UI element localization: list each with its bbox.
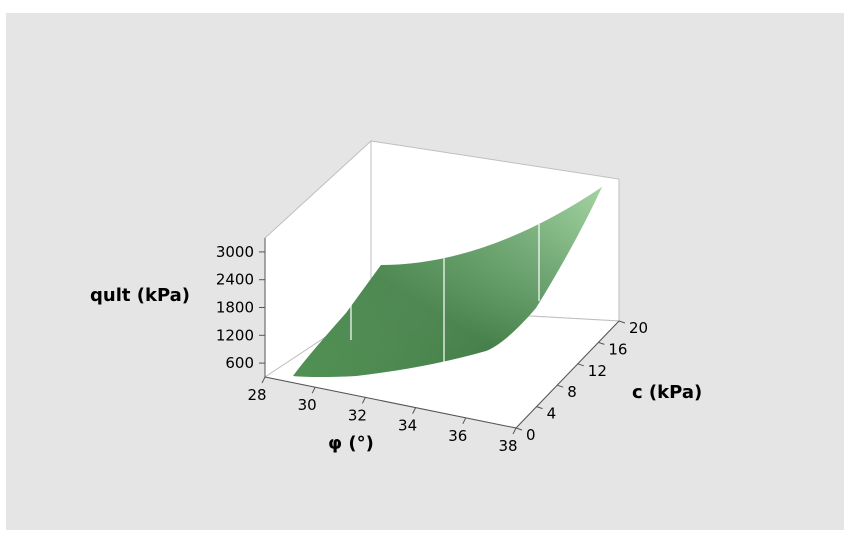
y-tick-label: 0 <box>526 426 536 444</box>
x-tick <box>462 417 467 425</box>
surface-shading <box>293 187 602 377</box>
y-tick <box>536 406 543 410</box>
chart-panel: 600 1200 1800 2400 3000 28 30 32 34 36 38 0 4 8 12 16… <box>6 13 844 530</box>
y-axis-title: c (kPa) <box>632 382 702 403</box>
z-tick-label: 600 <box>225 354 254 372</box>
y-tick <box>515 427 523 431</box>
z-tick-label: 1200 <box>216 326 254 344</box>
y-tick-label: 12 <box>588 362 607 380</box>
z-axis-ticks: 600 1200 1800 2400 3000 <box>216 243 265 372</box>
x-tick <box>361 397 366 404</box>
y-tick <box>577 363 584 367</box>
x-tick-label: 38 <box>498 437 517 455</box>
surface-plot: 600 1200 1800 2400 3000 28 30 32 34 36 38 048 1216… <box>90 139 702 455</box>
z-axis-title: qult (kPa) <box>90 285 190 306</box>
x-tick <box>512 427 517 435</box>
x-tick <box>311 386 316 394</box>
y-tick-label: 4 <box>547 405 557 423</box>
z-tick-label: 3000 <box>216 243 254 261</box>
x-tick-label: 36 <box>448 427 467 445</box>
y-tick-label: 20 <box>629 319 648 337</box>
y-tick <box>557 384 564 388</box>
x-axis-ticks: 28 30 32 34 36 38 <box>247 376 518 455</box>
z-tick-label: 1800 <box>216 299 254 317</box>
y-tick <box>618 320 626 324</box>
x-tick <box>412 407 417 414</box>
y-tick-label: 16 <box>608 340 627 358</box>
y-axis-line <box>515 320 620 429</box>
x-axis-line <box>264 376 517 429</box>
x-tick-label: 34 <box>398 417 417 435</box>
x-tick-label: 28 <box>247 386 266 404</box>
x-tick-label: 30 <box>298 396 317 414</box>
x-tick-label: 32 <box>348 406 367 424</box>
z-tick-label: 2400 <box>216 271 254 289</box>
y-tick <box>598 341 605 345</box>
y-tick-label: 8 <box>567 383 577 401</box>
x-tick <box>261 376 266 384</box>
x-axis-title: φ (°) <box>328 433 374 454</box>
